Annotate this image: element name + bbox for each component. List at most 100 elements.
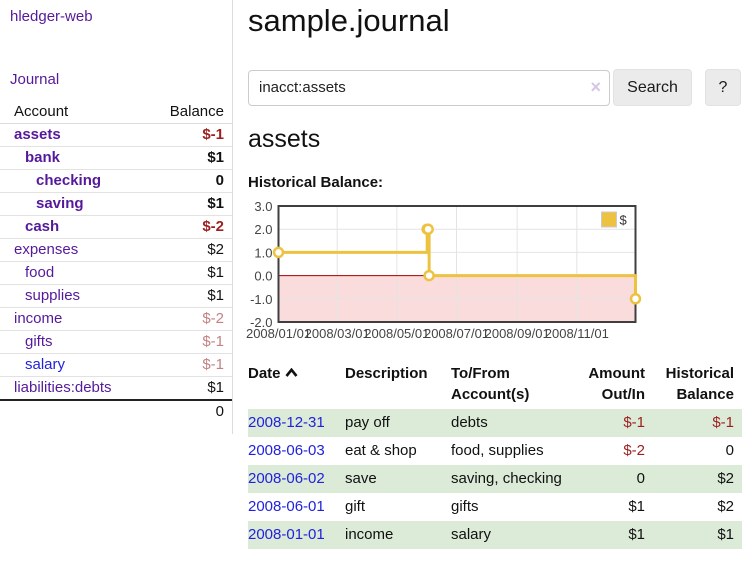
account-balance: $-1 [148, 330, 232, 354]
x-tick-label: 2008/05/01 [364, 326, 429, 341]
account-row: bank $1 [0, 146, 232, 170]
account-link[interactable]: checking [36, 172, 102, 189]
transaction-date-link[interactable]: 2008-12-31 [248, 414, 325, 431]
transaction-date-link[interactable]: 2008-01-01 [248, 526, 325, 543]
account-row: supplies $1 [0, 284, 232, 308]
register-table: Date Description To/From Account(s) Amou… [248, 361, 742, 549]
app-title-link[interactable]: hledger-web [10, 8, 93, 25]
search-form: × Search ? [248, 69, 742, 106]
historical-balance-chart: 2008/01/01 2008/03/01 2008/05/01 2008/07/01… [246, 199, 742, 344]
y-tick-label: 0.0 [254, 269, 272, 284]
transaction-accounts: debts [451, 414, 488, 431]
account-balance: $-2 [148, 307, 232, 331]
balance-chart-svg: 2008/01/012008/03/012008/05/012008/07/01… [246, 199, 642, 341]
transaction-accounts: gifts [451, 498, 479, 515]
transaction-amount: $-1 [623, 414, 645, 431]
account-row: cash $-2 [0, 215, 232, 239]
transaction-date-link[interactable]: 2008-06-03 [248, 442, 325, 459]
register-row: 2008-01-01 income salary $1 $1 [248, 521, 742, 549]
accounts-table: Account Balance assets $-1 bank $1 checking 0… [0, 101, 232, 423]
account-link[interactable]: bank [25, 149, 61, 166]
register-header-date[interactable]: Date [248, 361, 345, 409]
transaction-description: pay off [345, 414, 390, 431]
account-row: liabilities:debts $1 [0, 377, 232, 401]
register-header-balance: Historical Balance [665, 365, 734, 403]
account-balance: $-2 [148, 215, 232, 239]
register-row: 2008-12-31 pay off debts $-1 $-1 [248, 409, 742, 437]
transaction-accounts: saving, checking [451, 470, 562, 487]
account-link[interactable]: salary [25, 356, 66, 373]
account-row: checking 0 [0, 169, 232, 193]
transaction-balance: $2 [717, 498, 734, 515]
y-tick-label: 1.0 [254, 245, 272, 260]
account-heading: assets [248, 125, 321, 153]
y-tick-label: -1.0 [250, 292, 272, 307]
account-link[interactable]: expenses [14, 241, 79, 258]
search-input[interactable] [248, 69, 610, 106]
data-point-marker [272, 246, 285, 259]
transaction-amount: 0 [636, 470, 645, 487]
chart-heading: Historical Balance: [248, 174, 384, 191]
page: hledger-web Journal Account Balance asse… [0, 0, 742, 549]
x-tick-label: 2008/03/01 [305, 326, 370, 341]
legend-swatch [601, 211, 617, 228]
account-balance: $1 [148, 146, 232, 170]
transaction-description: gift [345, 498, 366, 515]
data-point-marker [423, 269, 435, 282]
page-title: sample.journal [248, 3, 450, 38]
x-tick-label: 2008/01/01 [246, 326, 311, 341]
account-row: expenses $2 [0, 238, 232, 262]
account-row: income $-2 [0, 307, 232, 331]
register-row: 2008-06-03 eat & shop food, supplies $-2 0 [248, 437, 742, 465]
account-balance: $-1 [148, 123, 232, 147]
transaction-date-link[interactable]: 2008-06-01 [248, 498, 325, 515]
register-row: 2008-06-02 save saving, checking 0 $2 [248, 465, 742, 493]
x-tick-label: 2008/11/01 [545, 326, 609, 341]
account-link[interactable]: cash [25, 218, 60, 235]
data-point-marker [422, 223, 434, 235]
account-balance: $1 [148, 261, 232, 285]
account-balance: $-1 [148, 353, 232, 377]
transaction-balance: $-1 [712, 414, 734, 431]
account-link[interactable]: liabilities:debts [14, 379, 112, 396]
account-balance: $1 [148, 284, 232, 308]
transaction-amount: $-2 [623, 442, 645, 459]
account-link[interactable]: gifts [25, 333, 53, 350]
x-tick-label: 2008/07/01 [424, 326, 489, 341]
account-link[interactable]: saving [36, 195, 84, 212]
account-link[interactable]: assets [14, 126, 61, 143]
account-link[interactable]: food [25, 264, 55, 281]
transaction-accounts: food, supplies [451, 442, 544, 459]
transaction-balance: 0 [725, 442, 734, 459]
accounts-table-body: assets $-1 bank $1 checking 0 saving $1 cash $-2 e… [0, 123, 232, 423]
account-link[interactable]: supplies [25, 287, 81, 304]
register-header-description: Description [345, 365, 428, 382]
x-tick-label: 2008/09/01 [485, 326, 550, 341]
y-tick-label: -2.0 [250, 315, 272, 330]
account-row: food $1 [0, 261, 232, 285]
transaction-amount: $1 [628, 498, 645, 515]
accounts-total-value: 0 [148, 399, 232, 423]
search-button[interactable]: Search [613, 69, 692, 106]
account-row: saving $1 [0, 192, 232, 216]
account-link[interactable]: income [14, 310, 63, 327]
transaction-description: save [345, 470, 377, 487]
register-row: 2008-06-01 gift gifts $1 $2 [248, 493, 742, 521]
account-balance: $2 [148, 238, 232, 262]
register-table-body: 2008-12-31 pay off debts $-1 $-1 2008-06-03 ea… [248, 409, 742, 549]
transaction-accounts: salary [451, 526, 492, 543]
sidebar: hledger-web Journal Account Balance asse… [0, 0, 233, 434]
sidebar-item-journal[interactable]: Journal [10, 71, 60, 88]
account-row: salary $-1 [0, 353, 232, 377]
accounts-header-balance: Balance [148, 101, 232, 124]
sort-asc-icon [285, 363, 298, 384]
accounts-header-account: Account [0, 101, 149, 124]
transaction-amount: $1 [628, 526, 645, 543]
y-tick-label: 2.0 [254, 222, 272, 237]
transaction-date-link[interactable]: 2008-06-02 [248, 470, 325, 487]
clear-search-icon[interactable]: × [590, 76, 601, 97]
account-balance: $1 [148, 192, 232, 216]
account-balance: 0 [148, 169, 232, 193]
help-button[interactable]: ? [705, 69, 741, 106]
account-balance: $1 [207, 379, 224, 396]
